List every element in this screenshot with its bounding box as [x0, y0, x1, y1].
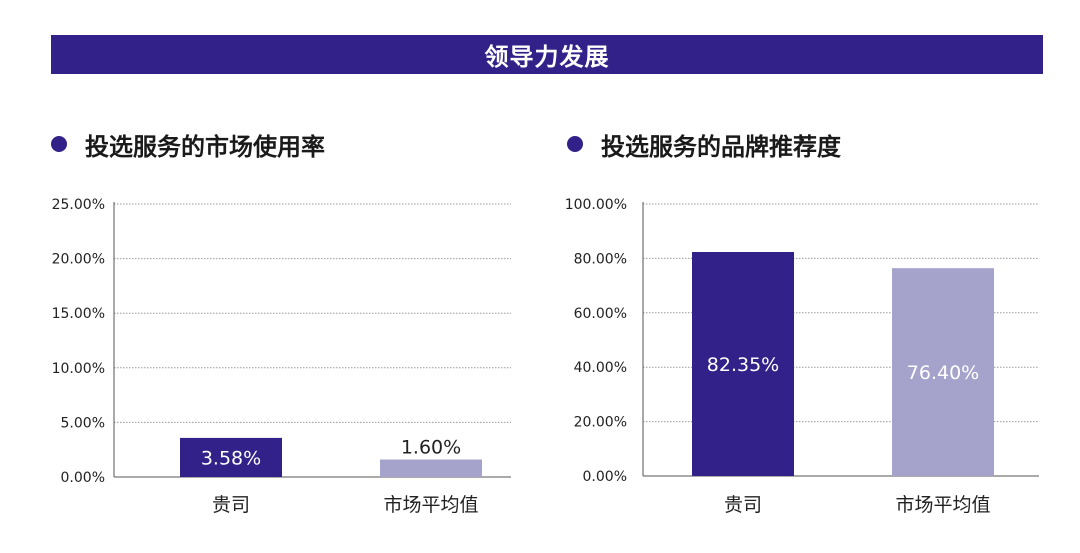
bar [180, 437, 282, 477]
y-tick-label: 20.00% [52, 252, 105, 268]
y-tick-label: 80.00% [574, 251, 627, 267]
y-tick-label: 10.00% [52, 361, 105, 377]
bar [380, 459, 482, 477]
usage-rate-chart: 0.00% 5.00% 10.00% 15.00% 20.00% 25.00% 3.58% 贵… [52, 197, 511, 516]
bar-value-label: 82.35% [707, 354, 779, 376]
y-tick-label: 15.00% [52, 306, 105, 322]
bar [892, 268, 994, 476]
chart-2-heading: 投选服务的品牌推荐度 [567, 126, 841, 162]
bullet-icon [51, 136, 67, 152]
y-tick-label: 0.00% [583, 469, 627, 485]
chart-1-title: 投选服务的市场使用率 [85, 132, 325, 161]
category-label: 市场平均值 [383, 494, 478, 516]
bar-value-label: 3.58% [201, 447, 261, 469]
y-tick-label: 40.00% [574, 360, 627, 376]
category-label: 市场平均值 [895, 494, 990, 516]
banner-title: 领导力发展 [484, 43, 610, 71]
y-tick-label: 5.00% [61, 415, 105, 431]
bar [692, 252, 794, 476]
y-tick-label: 0.00% [61, 470, 105, 486]
y-tick-label: 20.00% [574, 415, 627, 431]
banner: 领导力发展 [51, 35, 1043, 74]
bar-value-label: 76.40% [907, 362, 979, 384]
category-label: 贵司 [724, 494, 762, 516]
y-tick-label: 60.00% [574, 306, 627, 322]
y-tick-label: 100.00% [565, 197, 627, 213]
chart-1-heading: 投选服务的市场使用率 [51, 126, 325, 162]
bar-value-label: 1.60% [401, 437, 461, 459]
recommendation-chart: 0.00% 20.00% 40.00% 60.00% 80.00% 100.00% 82.3… [565, 197, 1039, 516]
category-label: 贵司 [212, 494, 250, 516]
y-tick-label: 25.00% [52, 197, 105, 213]
chart-2-title: 投选服务的品牌推荐度 [601, 132, 841, 161]
bullet-icon [567, 136, 583, 152]
